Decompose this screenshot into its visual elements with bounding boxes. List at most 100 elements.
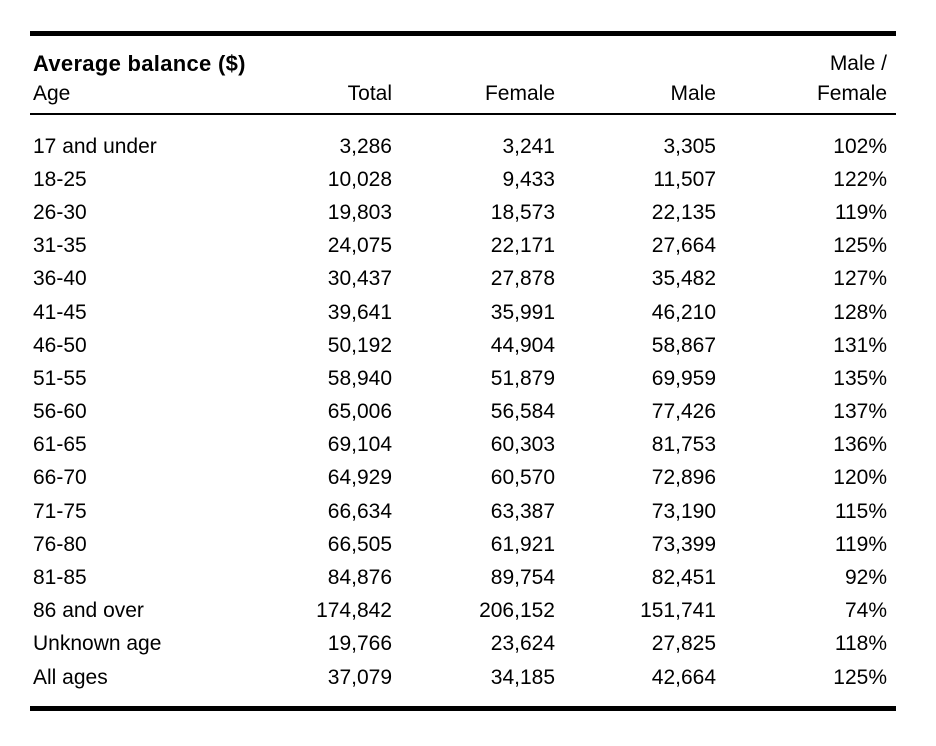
ratio-cell: 119% [834, 200, 887, 224]
female-cell: 44,904 [490, 333, 555, 357]
total-cell: 37,079 [327, 665, 392, 689]
age-cell: 76-80 [33, 532, 87, 556]
female-cell: 22,171 [490, 234, 555, 258]
male-cell: 77,426 [651, 400, 716, 424]
table-row: 81-85 84,876 89,754 82,451 92% [33, 561, 887, 594]
table-body: 17 and under 3,286 3,241 3,305 102% 18-2… [30, 115, 896, 706]
age-cell: 81-85 [33, 566, 87, 590]
ratio-cell: 128% [833, 300, 887, 324]
age-cell: 41-45 [33, 300, 87, 324]
table-row: Unknown age 19,766 23,624 27,825 118% [33, 628, 887, 661]
female-cell: 206,152 [479, 599, 555, 623]
male-cell: 35,482 [651, 267, 716, 291]
age-cell: 17 and under [33, 134, 157, 158]
total-cell: 58,940 [327, 366, 392, 390]
table-row: 61-65 69,104 60,303 81,753 136% [33, 429, 887, 462]
female-cell: 61,921 [490, 532, 555, 556]
female-cell: 9,433 [502, 167, 555, 191]
age-cell: 86 and over [33, 599, 144, 623]
age-cell: 36-40 [33, 267, 87, 291]
total-cell: 10,028 [327, 167, 392, 191]
female-cell: 60,303 [490, 433, 555, 457]
total-cell: 19,766 [327, 632, 392, 656]
table-row: 86 and over 174,842 206,152 151,741 74% [33, 595, 887, 628]
age-cell: 18-25 [33, 167, 87, 191]
female-cell: 60,570 [490, 466, 555, 490]
total-cell: 30,437 [327, 267, 392, 291]
male-cell: 46,210 [651, 300, 716, 324]
total-cell: 3,286 [339, 134, 392, 158]
column-header-female: Female [484, 82, 555, 105]
age-cell: 26-30 [33, 200, 87, 224]
female-cell: 3,241 [502, 134, 555, 158]
male-cell: 42,664 [651, 665, 716, 689]
ratio-cell: 92% [844, 566, 887, 590]
female-cell: 27,878 [490, 267, 555, 291]
female-cell: 35,991 [490, 300, 555, 324]
ratio-cell: 136% [833, 433, 887, 457]
column-header-age: Age [33, 82, 71, 105]
age-cell: 46-50 [33, 333, 87, 357]
table-row: 46-50 50,192 44,904 58,867 131% [33, 329, 887, 362]
total-cell: 174,842 [316, 599, 392, 623]
table-row: 41-45 39,641 35,991 46,210 128% [33, 296, 887, 329]
age-cell: 56-60 [33, 400, 87, 424]
female-cell: 34,185 [490, 665, 555, 689]
ratio-cell: 125% [833, 234, 887, 258]
ratio-cell: 115% [834, 499, 887, 523]
female-cell: 18,573 [490, 200, 555, 224]
column-header-male: Male [670, 82, 716, 105]
column-header-ratio-line2: Female [816, 82, 887, 105]
table-column-headers: Age Total Female Male Female [33, 79, 887, 109]
age-cell: All ages [33, 665, 108, 689]
male-cell: 27,664 [651, 234, 716, 258]
male-cell: 58,867 [651, 333, 716, 357]
ratio-cell: 125% [833, 665, 887, 689]
male-cell: 3,305 [663, 134, 716, 158]
ratio-cell: 137% [833, 400, 887, 424]
male-cell: 151,741 [640, 599, 716, 623]
table-row: 26-30 19,803 18,573 22,135 119% [33, 196, 887, 229]
age-cell: 66-70 [33, 466, 87, 490]
column-header-total: Total [347, 82, 392, 105]
male-cell: 82,451 [651, 566, 716, 590]
table-row: 51-55 58,940 51,879 69,959 135% [33, 362, 887, 395]
table-row: 76-80 66,505 61,921 73,399 119% [33, 528, 887, 561]
female-cell: 89,754 [490, 566, 555, 590]
age-cell: Unknown age [33, 632, 162, 656]
total-cell: 24,075 [327, 234, 392, 258]
total-cell: 64,929 [327, 466, 392, 490]
age-cell: 71-75 [33, 499, 87, 523]
table-row: All ages 37,079 34,185 42,664 125% [33, 661, 887, 694]
total-cell: 50,192 [327, 333, 392, 357]
male-cell: 73,399 [651, 532, 716, 556]
male-cell: 73,190 [651, 499, 716, 523]
male-cell: 22,135 [651, 200, 716, 224]
ratio-cell: 122% [833, 167, 887, 191]
total-cell: 66,505 [327, 532, 392, 556]
total-cell: 84,876 [327, 566, 392, 590]
age-cell: 31-35 [33, 234, 87, 258]
female-cell: 23,624 [490, 632, 555, 656]
average-balance-table: Average balance ($) Male / Age Total Fem… [30, 31, 896, 712]
table-row: 31-35 24,075 22,171 27,664 125% [33, 230, 887, 263]
table-row: 71-75 66,634 63,387 73,190 115% [33, 495, 887, 528]
male-cell: 72,896 [651, 466, 716, 490]
table-row: 17 and under 3,286 3,241 3,305 102% [33, 130, 887, 163]
total-cell: 65,006 [327, 400, 392, 424]
total-cell: 19,803 [327, 200, 392, 224]
table-row: 18-25 10,028 9,433 11,507 122% [33, 163, 887, 196]
female-cell: 63,387 [490, 499, 555, 523]
male-cell: 81,753 [651, 433, 716, 457]
table-row: 56-60 65,006 56,584 77,426 137% [33, 396, 887, 429]
table-header-top-line: Average balance ($) Male / [33, 49, 887, 79]
table-title: Average balance ($) [33, 51, 246, 76]
ratio-cell: 120% [833, 466, 887, 490]
age-cell: 61-65 [33, 433, 87, 457]
ratio-cell: 127% [833, 267, 887, 291]
male-cell: 69,959 [651, 366, 716, 390]
total-cell: 39,641 [327, 300, 392, 324]
total-cell: 69,104 [327, 433, 392, 457]
total-cell: 66,634 [327, 499, 392, 523]
